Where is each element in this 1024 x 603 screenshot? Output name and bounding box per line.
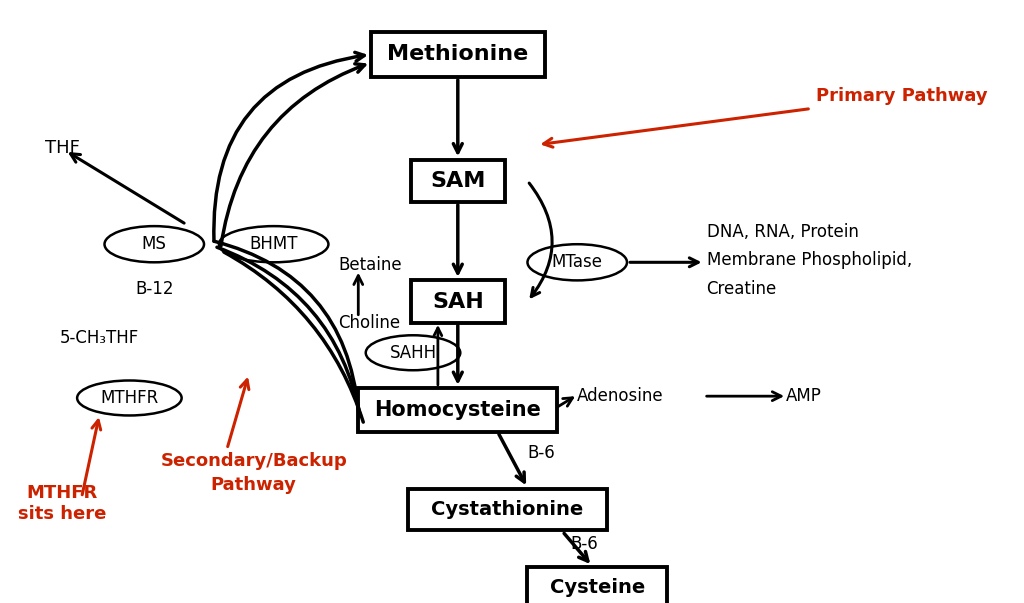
Ellipse shape bbox=[527, 244, 627, 280]
Text: B-6: B-6 bbox=[527, 444, 555, 463]
Text: sits here: sits here bbox=[17, 505, 105, 523]
FancyBboxPatch shape bbox=[527, 567, 667, 603]
FancyBboxPatch shape bbox=[411, 160, 505, 202]
Text: Creatine: Creatine bbox=[707, 280, 777, 298]
Text: MTHFR: MTHFR bbox=[100, 389, 159, 407]
Text: Cysteine: Cysteine bbox=[550, 578, 645, 598]
Ellipse shape bbox=[77, 380, 181, 415]
Ellipse shape bbox=[104, 226, 204, 262]
Text: SAH: SAH bbox=[432, 291, 483, 312]
FancyBboxPatch shape bbox=[408, 489, 607, 530]
Text: Membrane Phospholipid,: Membrane Phospholipid, bbox=[707, 251, 911, 270]
Text: THF: THF bbox=[45, 139, 80, 157]
Text: 5-CH₃THF: 5-CH₃THF bbox=[59, 329, 139, 347]
Text: B-6: B-6 bbox=[570, 535, 598, 553]
Text: AMP: AMP bbox=[786, 387, 822, 405]
FancyBboxPatch shape bbox=[371, 31, 545, 77]
Text: Pathway: Pathway bbox=[211, 476, 297, 494]
Text: Primary Pathway: Primary Pathway bbox=[816, 87, 988, 106]
Text: MS: MS bbox=[141, 235, 167, 253]
Text: MTHFR: MTHFR bbox=[26, 484, 97, 502]
Text: Adenosine: Adenosine bbox=[578, 387, 664, 405]
Text: Betaine: Betaine bbox=[338, 256, 402, 274]
Text: B-12: B-12 bbox=[135, 280, 173, 298]
Text: BHMT: BHMT bbox=[250, 235, 298, 253]
Text: SAHH: SAHH bbox=[389, 344, 436, 362]
Ellipse shape bbox=[366, 335, 461, 370]
Text: Choline: Choline bbox=[338, 314, 400, 332]
Text: MTase: MTase bbox=[552, 253, 603, 271]
Ellipse shape bbox=[219, 226, 329, 262]
Text: Homocysteine: Homocysteine bbox=[375, 400, 542, 420]
FancyBboxPatch shape bbox=[358, 388, 557, 432]
Text: Secondary/Backup: Secondary/Backup bbox=[161, 452, 347, 470]
Text: Methionine: Methionine bbox=[387, 44, 528, 65]
Text: DNA, RNA, Protein: DNA, RNA, Protein bbox=[707, 223, 858, 241]
FancyBboxPatch shape bbox=[411, 280, 505, 323]
Text: Cystathionine: Cystathionine bbox=[431, 500, 584, 519]
Text: SAM: SAM bbox=[430, 171, 485, 191]
